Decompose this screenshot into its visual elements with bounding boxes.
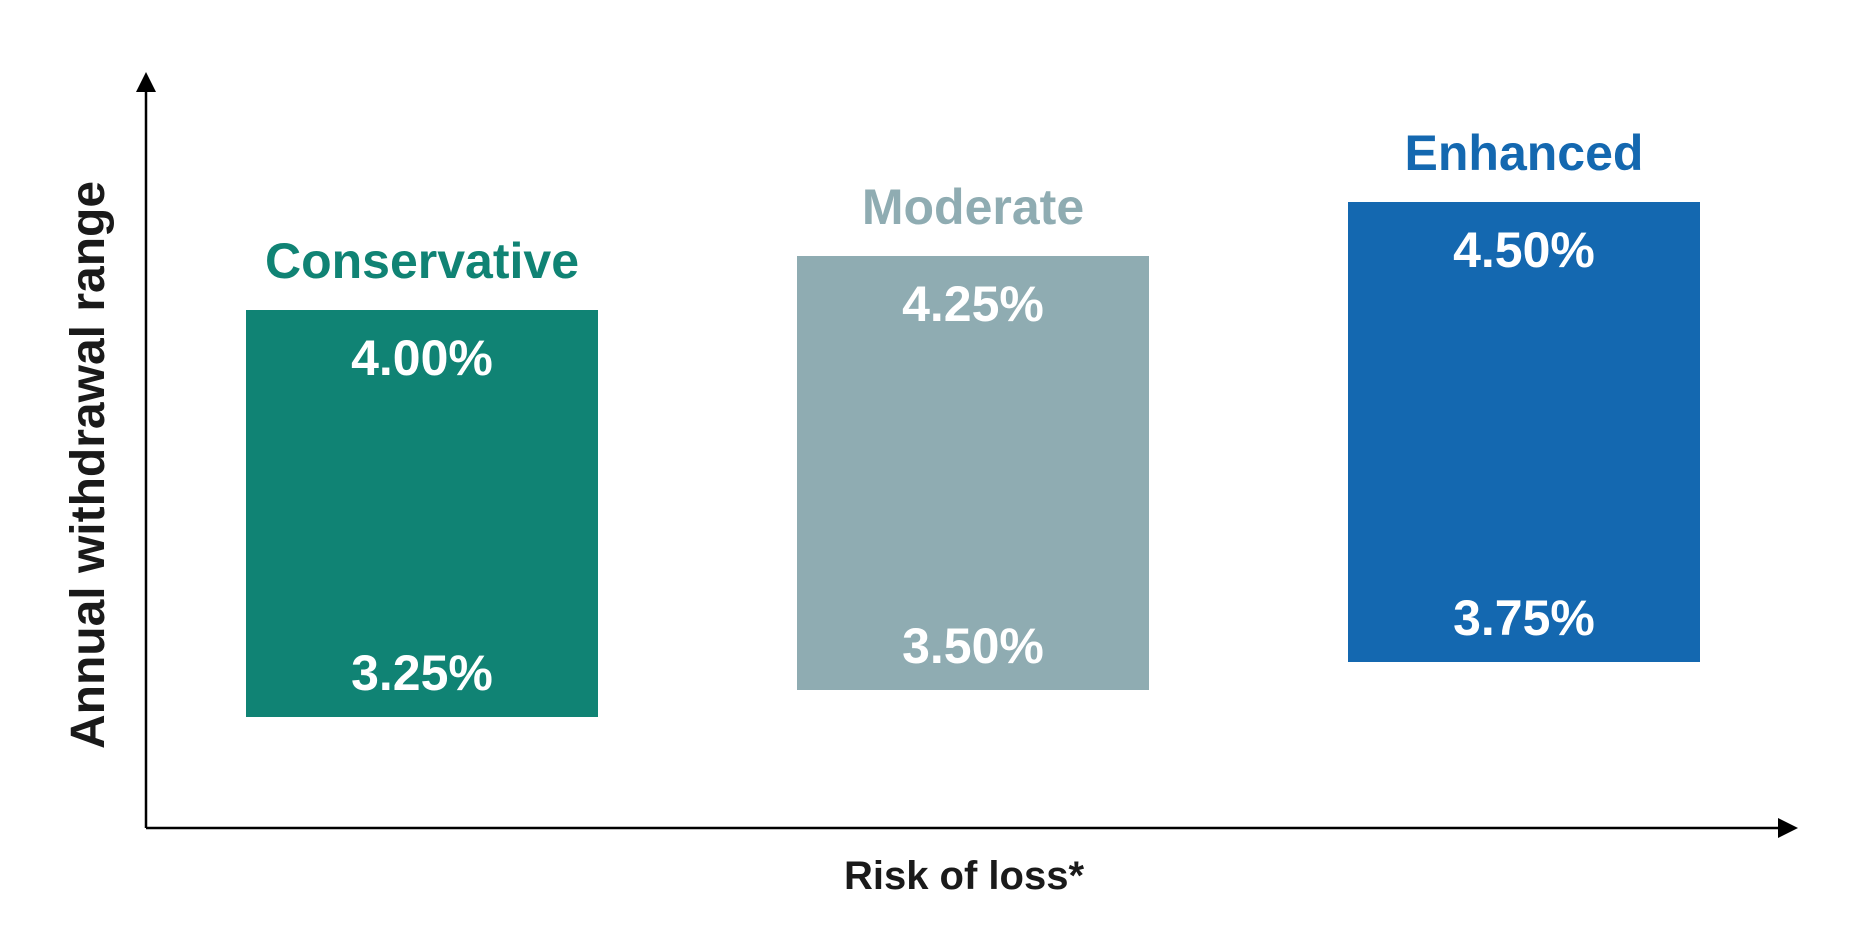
bar-moderate — [797, 256, 1149, 690]
low-value-label-moderate: 3.50% — [902, 618, 1044, 674]
axes — [136, 72, 1798, 838]
high-value-label-moderate: 4.25% — [902, 276, 1044, 332]
high-value-label-enhanced: 4.50% — [1453, 222, 1595, 278]
bar-group: Conservative 4.00% 3.25% Moderate 4.25% 3.50%… — [246, 125, 1700, 717]
x-axis-arrow — [1778, 818, 1798, 838]
x-axis-title: Risk of loss* — [844, 854, 1085, 898]
y-axis-arrow — [136, 72, 156, 92]
category-label-conservative: Conservative — [265, 233, 579, 289]
category-label-enhanced: Enhanced — [1405, 125, 1644, 181]
high-value-label-conservative: 4.00% — [351, 330, 493, 386]
bar-enhanced — [1348, 202, 1700, 662]
low-value-label-enhanced: 3.75% — [1453, 590, 1595, 646]
bar-conservative — [246, 310, 598, 717]
y-axis-title: Annual withdrawal range — [62, 181, 115, 749]
low-value-label-conservative: 3.25% — [351, 645, 493, 701]
category-label-moderate: Moderate — [862, 179, 1084, 235]
